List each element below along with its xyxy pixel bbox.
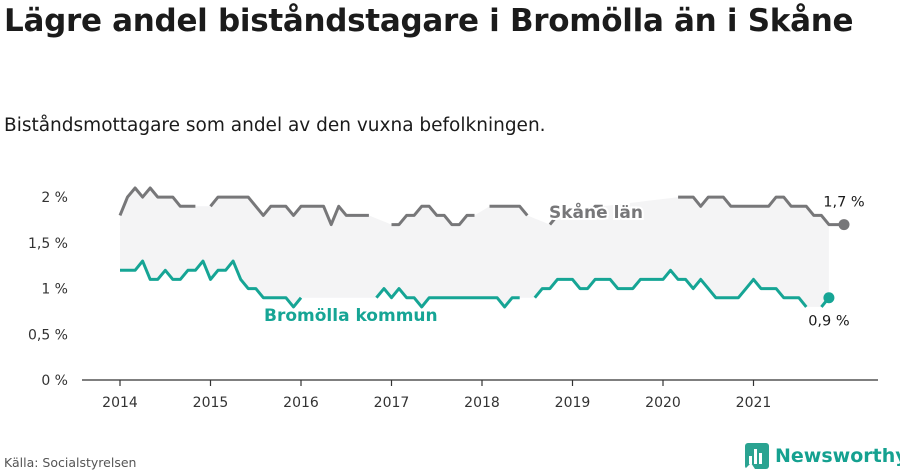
series-line-bromolla [533,268,808,308]
y-tick-label: 0,5 % [28,327,68,343]
series-line-skane [391,204,475,227]
series-line-bromolla [120,259,303,309]
series-label-skane: Skåne län [549,201,643,223]
x-tick-label: 2021 [736,395,772,411]
x-tick-label: 2014 [102,395,138,411]
series-end-marker-skane [838,219,850,231]
x-tick-label: 2016 [283,395,319,411]
newsworthy-logo-icon [745,443,769,469]
range-band [120,188,829,307]
series-line-skane [118,186,196,216]
series-end-marker-bromolla [823,292,835,304]
series-line-bromolla [375,287,520,309]
y-tick-label: 1 % [41,282,68,298]
chart-subtitle: Biståndsmottagare som andel av den vuxna… [4,115,546,136]
series-line-skane [678,195,844,227]
x-tick-label: 2019 [555,395,591,411]
series-line-skane [489,204,529,217]
x-tick-label: 2018 [464,395,500,411]
series-line-skane [548,204,603,226]
source-note: Källa: Socialstyrelsen [4,455,137,470]
y-tick-label: 0 % [41,373,68,389]
x-tick-label: 2017 [374,395,410,411]
series-label-bromolla: Bromölla kommun [264,306,438,326]
y-tick-label: 2 % [41,190,68,206]
x-tick-label: 2020 [645,395,681,411]
end-label-skane: 1,7 % [823,195,864,211]
y-tick-label: 1,5 % [28,236,68,252]
series-line-skane [209,195,369,227]
end-label-bromolla: 0,9 % [808,314,849,330]
newsworthy-logo[interactable]: Newsworthy [745,442,900,470]
chart-title: Lägre andel biståndstagare i Bromölla än… [4,3,854,39]
logo-text: Newsworthy [775,445,900,467]
x-tick-label: 2015 [193,395,229,411]
